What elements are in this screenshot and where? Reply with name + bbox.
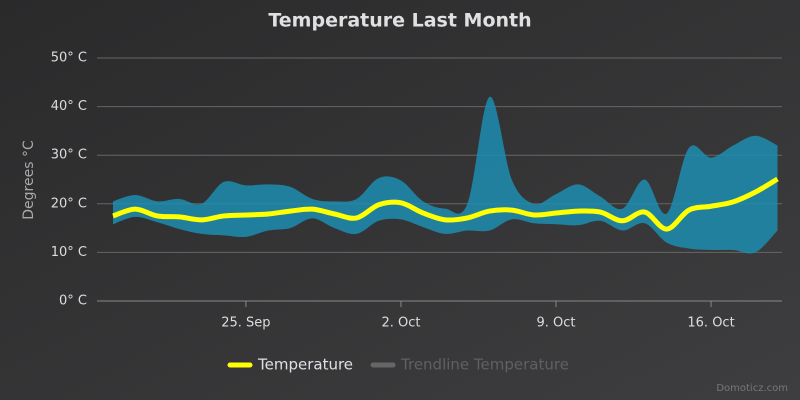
- y-tick-label: 50° C: [51, 51, 87, 66]
- x-tick-label: 16. Oct: [687, 316, 734, 331]
- x-tick-label: 25. Sep: [221, 316, 270, 331]
- x-tick-label: 9. Oct: [536, 316, 575, 331]
- y-tick-label: 40° C: [51, 99, 87, 114]
- y-tick-label: 30° C: [51, 148, 87, 163]
- credits: Domoticz.com: [716, 383, 788, 394]
- y-tick-label: 10° C: [51, 245, 87, 260]
- legend-label: Trendline Temperature: [400, 356, 569, 374]
- legend-label: Temperature: [257, 356, 353, 374]
- y-tick-label: 0° C: [59, 294, 87, 309]
- line: [112, 176, 779, 232]
- chart-title: Temperature Last Month: [268, 10, 531, 32]
- y-tick-label: 20° C: [51, 196, 87, 211]
- y-axis-label: Degrees °C: [21, 140, 37, 220]
- x-tick-label: 2. Oct: [381, 316, 420, 331]
